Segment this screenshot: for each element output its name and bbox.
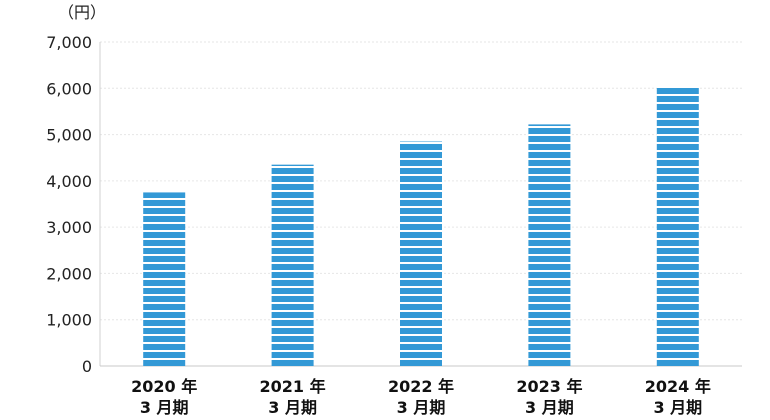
x-category-period-label: 3 月期 [268, 398, 317, 417]
bar [143, 192, 186, 366]
bar [528, 124, 571, 366]
x-category-year-label: 2021 年 [260, 377, 326, 396]
x-category-year-label: 2020 年 [131, 377, 197, 396]
y-tick-label: 2,000 [46, 264, 92, 283]
bar [656, 87, 699, 367]
y-tick-label: 4,000 [46, 172, 92, 191]
y-tick-label: 0 [82, 357, 92, 376]
y-unit-label: （円） [58, 3, 106, 22]
y-tick-label: 3,000 [46, 218, 92, 237]
y-tick-label: 7,000 [46, 33, 92, 52]
x-category-year-label: 2024 年 [645, 377, 711, 396]
bar [271, 164, 314, 366]
y-tick-label: 1,000 [46, 311, 92, 330]
y-tick-label: 6,000 [46, 79, 92, 98]
bars [143, 87, 699, 367]
y-tick-label: 5,000 [46, 126, 92, 145]
x-category-year-label: 2022 年 [388, 377, 454, 396]
bar [400, 141, 442, 366]
x-category-year-label: 2023 年 [516, 377, 582, 396]
labels: （円） 0 1,000 2,000 3,000 4,000 5,000 6,000 7,000… [46, 3, 711, 417]
x-category-period-label: 3 月期 [525, 398, 574, 417]
x-category-period-label: 3 月期 [653, 398, 702, 417]
x-category-period-label: 3 月期 [397, 398, 446, 417]
x-category-period-label: 3 月期 [140, 398, 189, 417]
